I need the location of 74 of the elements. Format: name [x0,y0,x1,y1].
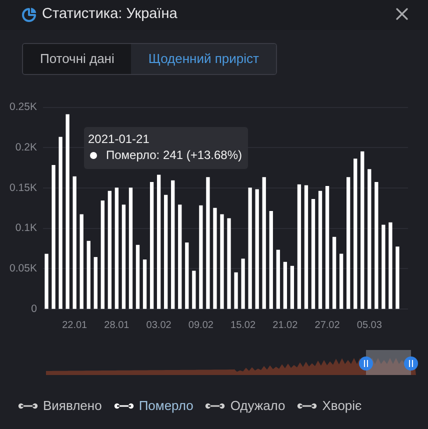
x-tick-label: 05.03 [356,320,382,331]
bar [178,204,182,309]
bar [382,224,386,309]
bar [136,244,140,309]
bar [339,254,344,309]
y-tick-label: 0 [31,302,38,315]
bar [297,184,302,309]
bar [142,259,147,309]
bar [318,190,322,309]
legend-label: Померло [138,398,194,413]
y-tick-label: 0.25K [10,101,37,114]
bar [276,250,280,309]
bar [122,204,126,309]
bar [94,257,98,309]
bar [114,188,119,309]
bar [290,266,294,309]
x-tick-label: 22.01 [62,320,88,331]
bar [262,177,266,309]
bar [80,214,84,309]
y-tick-label: 0.2K [15,142,37,154]
x-tick-label: 27.02 [314,320,340,331]
bar [283,262,287,309]
bar [325,186,330,309]
bar [100,200,104,309]
bar [52,165,56,309]
bar [185,242,189,309]
close-icon[interactable] [396,8,408,20]
y-tick-label: 0.05K [10,262,37,275]
tab[interactable]: Поточні дані [23,44,132,74]
bar [248,188,252,309]
annotation: 2021-01-21 Померло: 241 (+13.68%) [88,131,242,164]
bar [269,211,273,309]
bar [206,177,210,309]
bar [156,174,161,309]
bar [234,272,238,309]
chart-title: Статистика: Україна [42,6,178,22]
legend-label: Хворіє [322,398,362,413]
x-tick-label: 21.02 [272,320,298,331]
bar [213,208,217,309]
bar [220,214,224,309]
bar [199,205,203,309]
y-tick-label: 0.1K [15,222,37,234]
bar [388,222,392,309]
bar [332,236,336,309]
bar [227,218,231,309]
bar [354,158,358,309]
bar [86,240,90,309]
x-tick-label: 15.02 [230,320,256,331]
bar [192,270,196,309]
tab[interactable]: Щоденний приріст [131,44,276,74]
bar [374,182,378,309]
bar [396,246,400,309]
x-tick-label: 09.02 [188,320,214,331]
bar [304,185,308,309]
bar [164,194,168,309]
bar [66,114,70,309]
bar [346,177,350,309]
bar [311,198,316,309]
bar [360,151,364,309]
legend-label: Виявлено [43,398,102,413]
bar [128,188,133,309]
bar [72,176,76,309]
bar [171,180,175,309]
x-tick-label: 28.01 [104,320,130,331]
y-tick-label: 0.15K [10,182,37,194]
bar [368,169,372,309]
bar [255,189,259,309]
bar [150,182,154,309]
bar [241,258,245,309]
bar [108,190,112,309]
x-tick-label: 03.02 [146,320,172,331]
bar [58,136,62,309]
legend-label: Одужало [230,398,286,413]
bar [44,254,48,309]
